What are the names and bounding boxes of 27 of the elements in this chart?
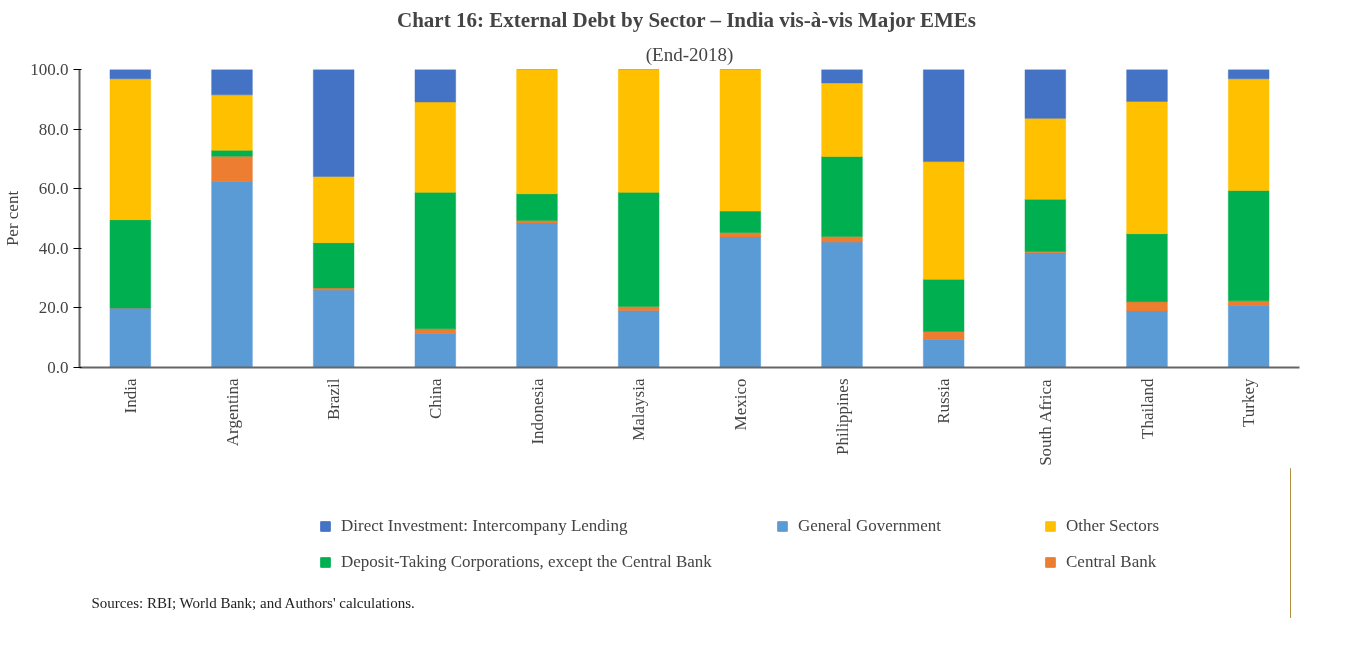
y-tick-label: 20.0 [38, 298, 69, 318]
legend-label: Other Sectors [1066, 516, 1160, 536]
y-tick-label: 40.0 [38, 238, 69, 258]
legend-label: General Government [798, 516, 942, 536]
x-tick-label: Turkey [1239, 378, 1259, 427]
legend-label: Direct Investment: Intercompany Lending [341, 516, 628, 536]
x-tick-label: China [425, 378, 445, 420]
chart-subtitle: (End-2018) [645, 43, 734, 66]
x-tick-label: Brazil [324, 378, 344, 421]
x-tick-label: Argentina [222, 378, 242, 447]
x-tick-label: Philippines [832, 378, 852, 456]
legend-label: Central Bank [1066, 552, 1157, 572]
x-tick-label: India [120, 378, 140, 414]
source-note: Sources: RBI; World Bank; and Authors' calculations. [91, 594, 415, 611]
y-tick-label: 100.0 [30, 60, 69, 79]
x-tick-label: Thailand [1137, 378, 1157, 439]
x-tick-label: Indonesia [527, 378, 547, 445]
legend-label: Deposit-Taking Corporations, except the Central Bank [341, 552, 712, 572]
y-tick-label: 60.0 [38, 179, 69, 199]
y-axis-title: Per cent [3, 190, 23, 247]
x-tick-label: Malaysia [629, 378, 649, 441]
x-tick-label: Russia [934, 378, 954, 424]
x-tick-label: South Africa [1035, 378, 1055, 466]
y-tick-label: 0.0 [47, 358, 69, 377]
x-tick-label: Mexico [730, 378, 750, 431]
y-tick-label: 80.0 [38, 119, 69, 139]
chart-title: Chart 16: External Debt by Sector – India vis-à-vis Major EMEs [396, 7, 977, 32]
